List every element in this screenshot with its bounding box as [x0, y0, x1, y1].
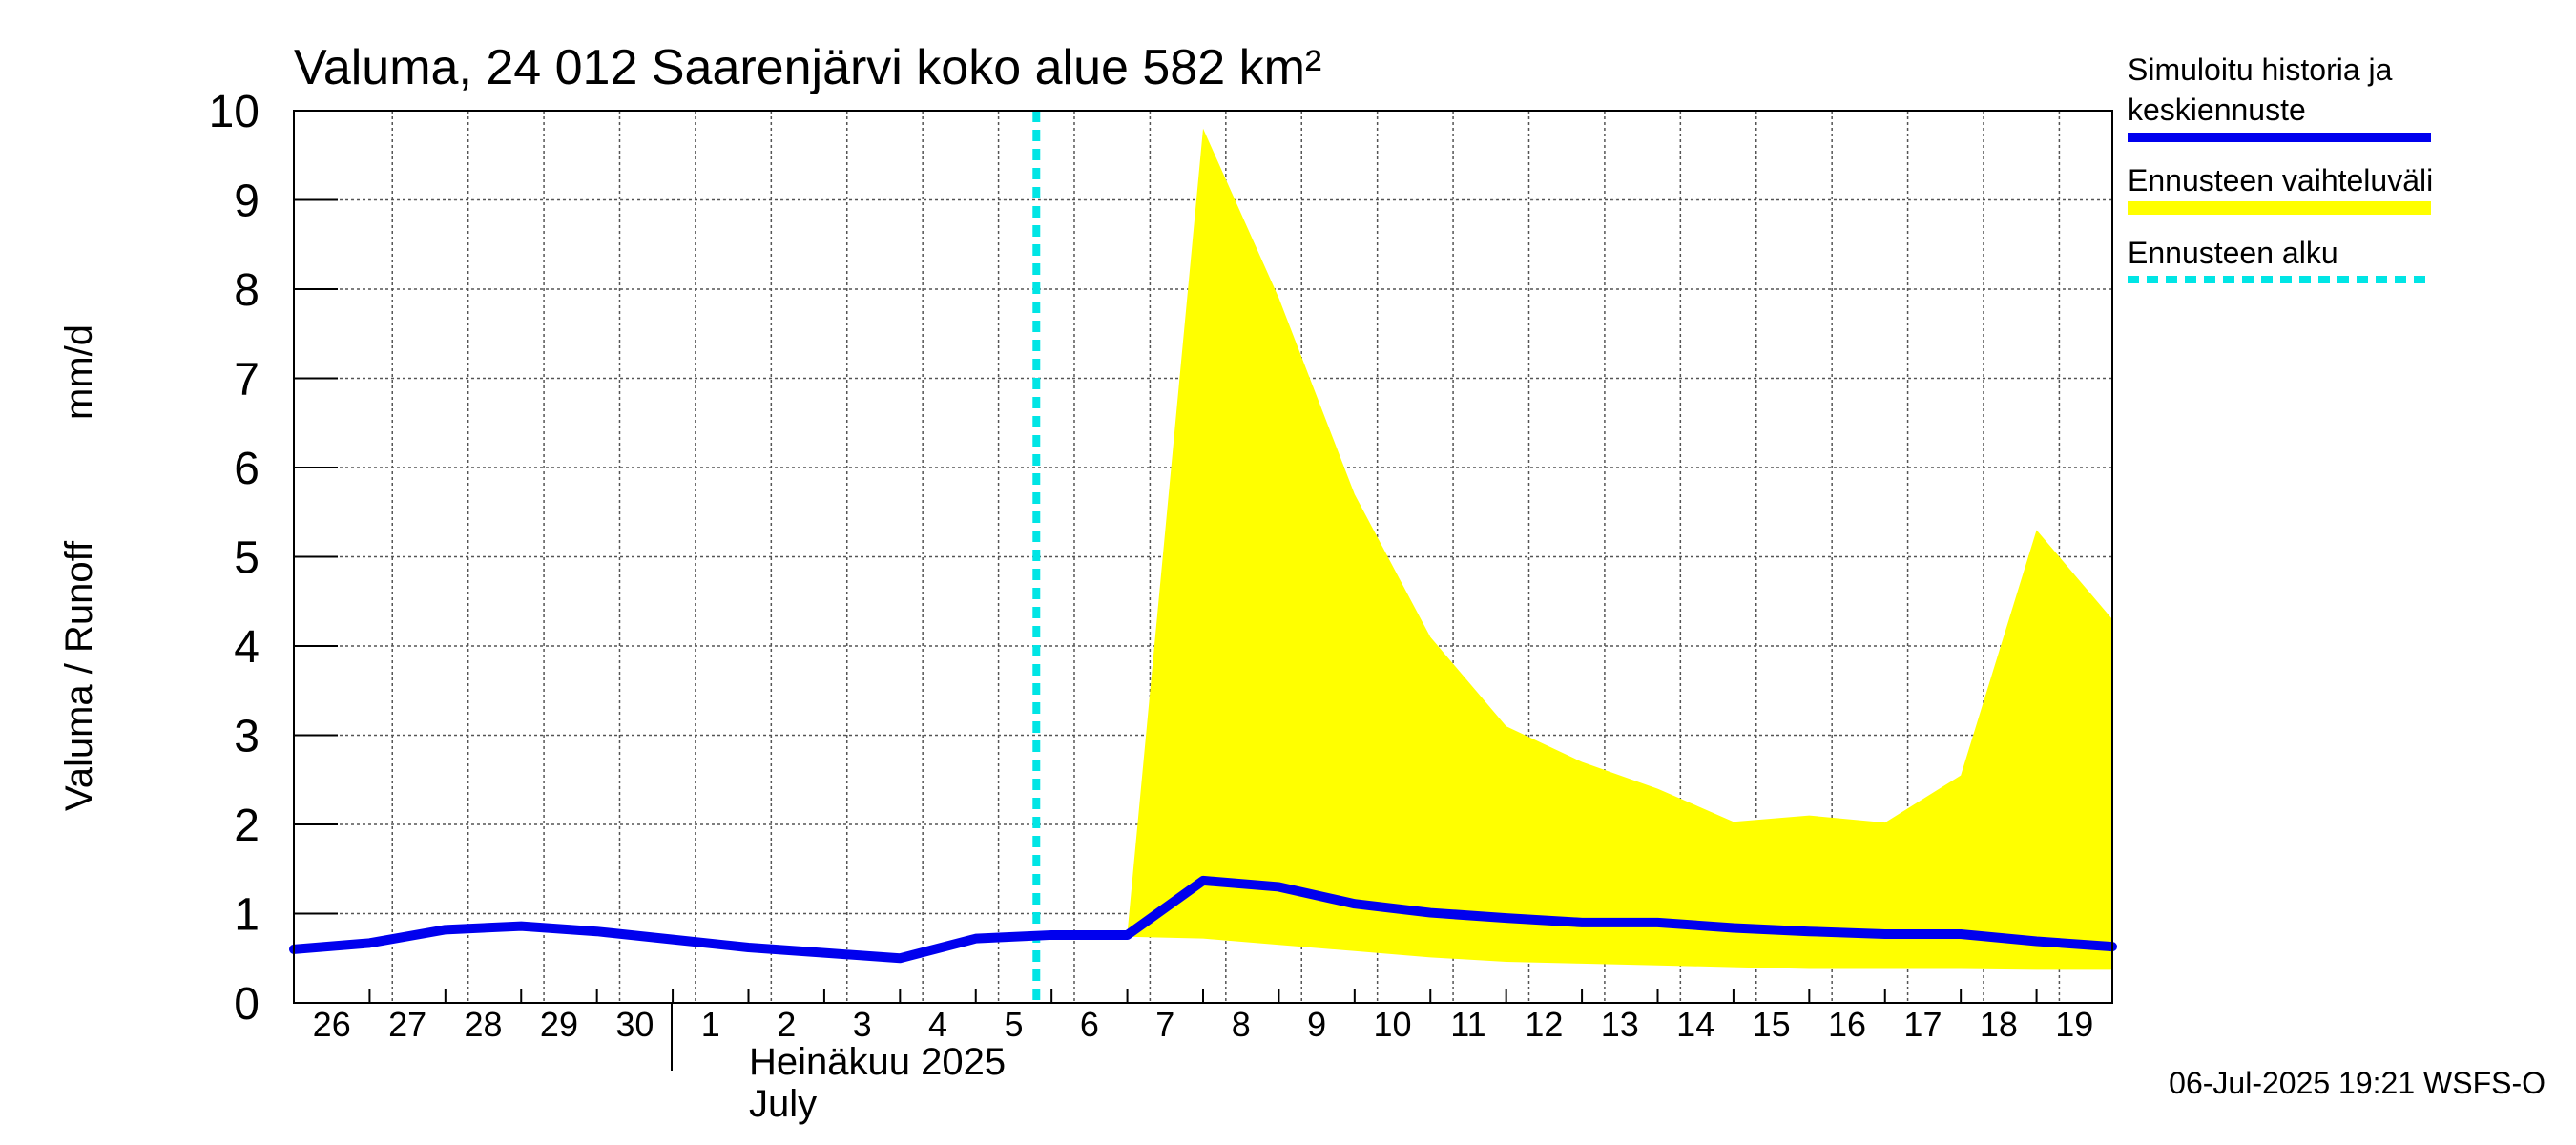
x-tick-label: 7 [1155, 1005, 1174, 1044]
x-axis: 26 27 28 29 30 1 2 3 4 5 6 7 8 9 10 11 12 13 14 15 16 17 18 19 [313, 989, 2093, 1044]
forecast-range-band [1051, 128, 2112, 970]
month-label-en: July [749, 1083, 817, 1125]
x-tick-label: 15 [1753, 1005, 1791, 1044]
y-tick-label: 7 [234, 355, 260, 406]
y-tick-label: 4 [234, 622, 260, 673]
footer-timestamp: 06-Jul-2025 19:21 WSFS-O [2169, 1066, 2545, 1100]
x-tick-label: 28 [465, 1005, 503, 1044]
legend-label-simulated-2: keskiennuste [2128, 93, 2306, 127]
legend: Simuloitu historia ja keskiennuste Ennus… [2128, 52, 2433, 283]
forecast-range-layer [1051, 128, 2112, 970]
x-tick-label: 13 [1601, 1005, 1639, 1044]
x-tick-label: 18 [1980, 1005, 2018, 1044]
y-tick-label: 8 [234, 265, 260, 316]
x-tick-label: 3 [853, 1005, 872, 1044]
y-axis: 0 1 2 3 4 5 6 7 8 9 10 [209, 87, 338, 1030]
x-tick-label: 19 [2055, 1005, 2093, 1044]
x-tick-label: 29 [540, 1005, 578, 1044]
mean-series-line [289, 875, 2117, 964]
x-tick-label: 14 [1676, 1005, 1714, 1044]
y-tick-label: 0 [234, 979, 260, 1030]
legend-label-forecast-start: Ennusteen alku [2128, 236, 2338, 270]
x-tick-label: 27 [388, 1005, 426, 1044]
x-tick-label: 2 [777, 1005, 796, 1044]
y-tick-label: 9 [234, 177, 260, 227]
x-tick-label: 9 [1307, 1005, 1326, 1044]
x-tick-label: 1 [701, 1005, 720, 1044]
x-tick-label: 5 [1004, 1005, 1023, 1044]
x-tick-label: 10 [1374, 1005, 1412, 1044]
y-axis-unit: mm/d [58, 324, 100, 420]
x-tick-label: 8 [1232, 1005, 1251, 1044]
x-tick-label: 12 [1525, 1005, 1563, 1044]
x-tick-label: 30 [615, 1005, 654, 1044]
x-tick-label: 6 [1080, 1005, 1099, 1044]
legend-label-simulated-1: Simuloitu historia ja [2128, 52, 2393, 87]
y-tick-label: 6 [234, 444, 260, 494]
x-tick-label: 4 [928, 1005, 947, 1044]
y-tick-label: 5 [234, 533, 260, 584]
x-tick-label: 26 [313, 1005, 351, 1044]
x-tick-label: 17 [1903, 1005, 1942, 1044]
x-tick-label: 11 [1450, 1005, 1485, 1044]
y-axis-label: Valuma / Runoff [58, 540, 100, 811]
y-tick-label: 2 [234, 801, 260, 851]
y-tick-label: 3 [234, 712, 260, 762]
mean-series-layer [289, 875, 2117, 964]
month-label: Heinäkuu 2025 [749, 1041, 1006, 1083]
y-tick-label: 10 [209, 87, 260, 137]
y-tick-label: 1 [234, 890, 260, 941]
x-tick-label: 16 [1828, 1005, 1866, 1044]
chart-title: Valuma, 24 012 Saarenjärvi koko alue 582… [294, 40, 1321, 95]
legend-label-range: Ennusteen vaihteluväli [2128, 163, 2433, 198]
